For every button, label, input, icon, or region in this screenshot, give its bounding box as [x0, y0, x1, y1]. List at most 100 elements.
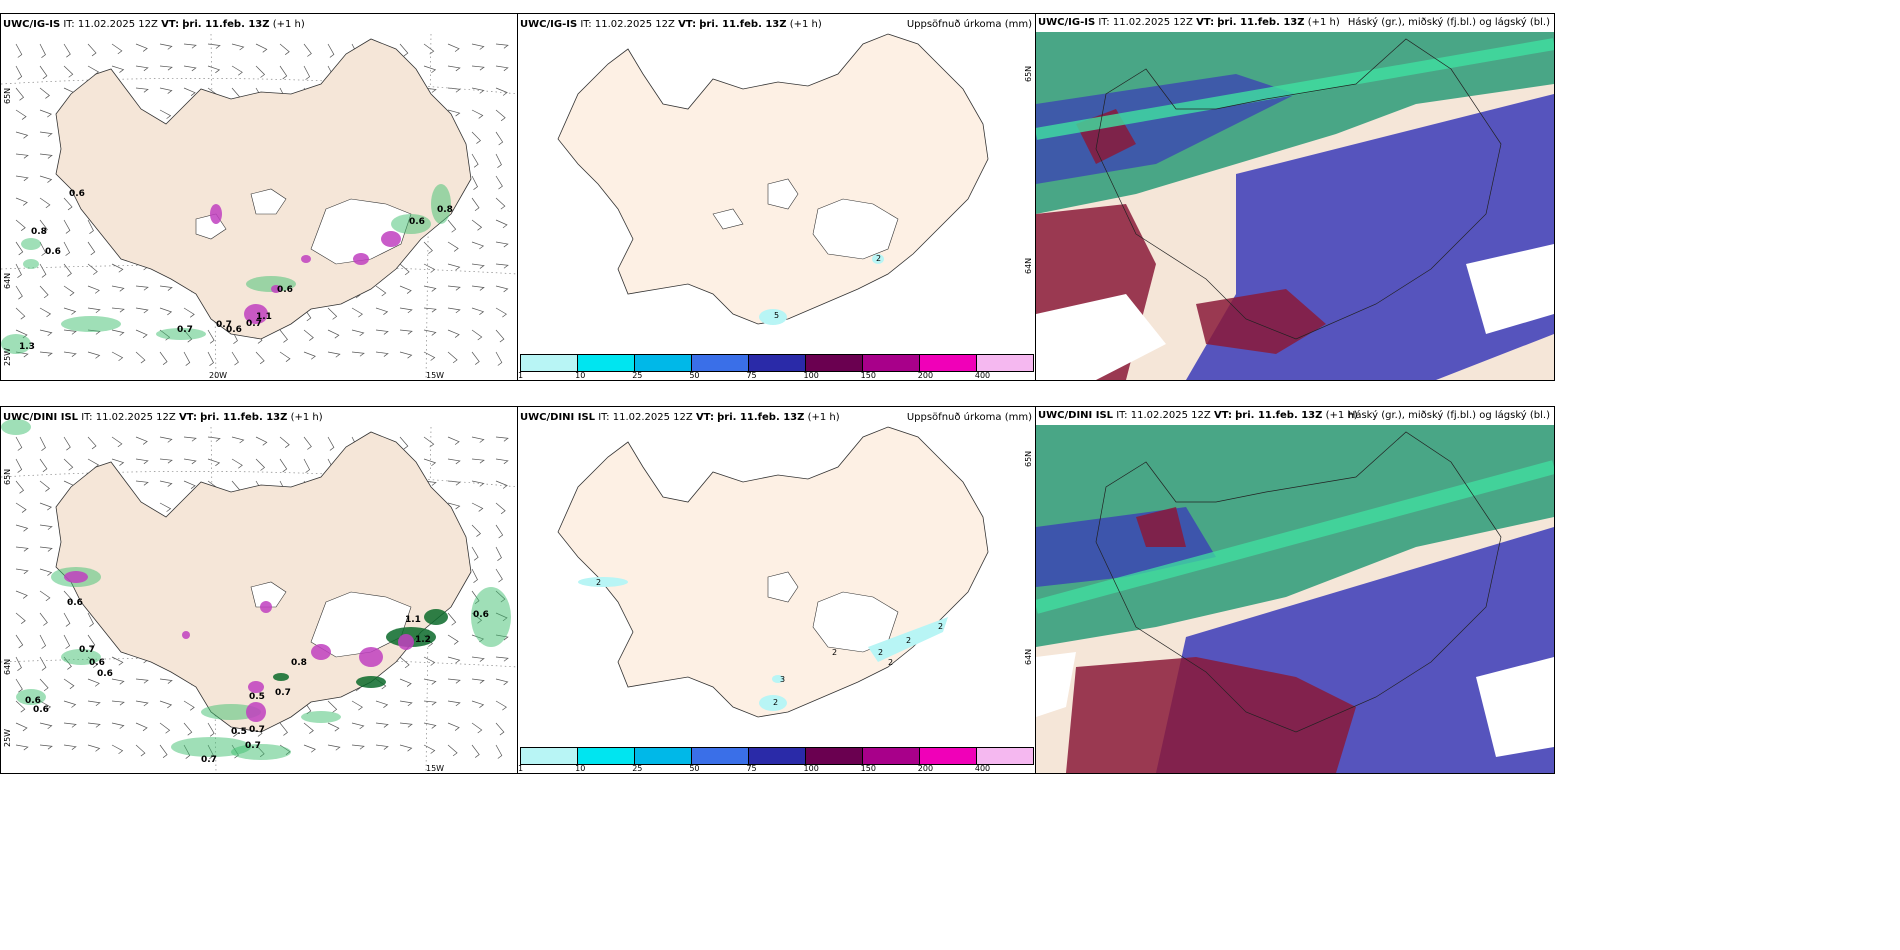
colorbar-swatch [521, 355, 578, 371]
wind-barb [231, 43, 245, 51]
wind-barb [39, 175, 53, 183]
wind-barb [63, 43, 71, 58]
wind-barb [495, 241, 509, 248]
wind-barb [495, 744, 503, 759]
wind-barb [423, 436, 435, 448]
wind-barb [15, 219, 26, 231]
wind-barb [399, 263, 410, 276]
wind-barb [447, 241, 459, 252]
precip-area [431, 184, 451, 224]
wind-barb [39, 329, 53, 337]
wind-barb [87, 722, 101, 728]
wind-barb [303, 65, 311, 80]
precip-value-label: 2 [773, 698, 778, 707]
wind-barb [279, 458, 288, 473]
wind-barb [375, 285, 387, 297]
wind-barb [183, 65, 197, 72]
wind-barb [135, 307, 149, 314]
wind-barb [423, 722, 437, 729]
wind-barb [447, 43, 460, 52]
precip-value-label: 0.6 [409, 217, 425, 227]
wind-barb [303, 722, 314, 734]
panel-header: UWC/DINI ISL IT: 11.02.2025 12Z VT: þri.… [520, 412, 1032, 423]
wind-barb [135, 700, 149, 707]
colorbar-tick-label: 50 [689, 371, 700, 380]
precip-area [260, 601, 272, 613]
colorbar-swatch [806, 748, 863, 764]
wind-precip-map-dini: UWC/DINI ISL IT: 11.02.2025 12Z VT: þri.… [0, 406, 519, 774]
wind-barb [15, 153, 29, 159]
panel-right-title: Háský (gr.), miðský (fj.bl.) og lágský (… [1347, 17, 1550, 28]
wind-barb [39, 109, 52, 118]
wind-barb [159, 480, 173, 487]
wind-barb [111, 436, 123, 448]
wind-barb [279, 436, 290, 448]
wind-barb [471, 307, 485, 315]
wind-barb [111, 65, 125, 73]
wind-barb [399, 329, 413, 335]
wind-barb [63, 65, 74, 78]
precip-value-label: 0.6 [69, 189, 85, 199]
precip-value-label: 5 [774, 311, 779, 320]
wind-barb [39, 87, 50, 99]
wind-barb [495, 65, 509, 72]
precip-area [231, 744, 291, 760]
precip-area [356, 676, 386, 688]
wind-barb [111, 678, 125, 685]
wind-barb [399, 43, 409, 57]
wind-barb [207, 351, 214, 366]
wind-barb [471, 656, 485, 662]
wind-barb [255, 436, 268, 446]
wind-barb [471, 436, 485, 443]
precip-area [424, 609, 448, 625]
wind-barb [327, 307, 338, 320]
wind-barb [351, 700, 363, 711]
wind-barb [471, 131, 481, 144]
wind-barb [15, 197, 28, 206]
wind-barb [111, 722, 125, 729]
wind-barb [399, 744, 413, 752]
wind-barb [303, 744, 316, 753]
wind-barb [255, 351, 265, 365]
wind-barb [15, 241, 24, 256]
wind-barb [423, 458, 437, 467]
wind-barb [399, 700, 413, 707]
precip-value-label: 0.8 [437, 205, 453, 215]
wind-barb [327, 744, 341, 751]
precip-value-label: 2 [906, 636, 911, 645]
wind-barb [495, 546, 502, 561]
precip-value-label: 0.7 [201, 755, 217, 765]
precip-area [201, 704, 261, 720]
colorbar-tick-label: 10 [575, 371, 586, 380]
wind-barb [303, 329, 314, 341]
wind-barb [135, 458, 149, 465]
wind-barb [495, 700, 507, 711]
colorbar-tick-label: 50 [689, 764, 700, 773]
colorbar-tick-label: 400 [974, 371, 991, 380]
wind-barb [471, 175, 478, 190]
wind-barb [423, 65, 437, 74]
panel-header: UWC/IG-IS IT: 11.02.2025 12Z VT: þri. 11… [520, 19, 1032, 30]
wind-barb [39, 590, 51, 602]
wind-barb [39, 722, 53, 730]
wind-barb [423, 307, 437, 313]
wind-barb [375, 307, 389, 315]
wind-barb [159, 678, 173, 684]
wind-barb [255, 43, 268, 53]
wind-barb [15, 175, 29, 182]
colorbar-tick-label: 150 [860, 764, 876, 773]
wind-barb [39, 458, 48, 473]
wind-barb [423, 351, 436, 361]
wind-barb [351, 744, 365, 750]
wind-barb [15, 285, 23, 300]
accum-precip-map-igis: UWC/IG-IS IT: 11.02.2025 12Z VT: þri. 11… [517, 13, 1037, 381]
wind-barb [279, 329, 288, 343]
wind-barb [39, 612, 48, 626]
precip-area [271, 285, 281, 293]
wind-precip-map-igis: UWC/IG-IS IT: 11.02.2025 12Z VT: þri. 11… [0, 13, 519, 381]
wind-barb [135, 744, 146, 757]
wind-barb [135, 436, 148, 445]
wind-barb [111, 263, 124, 273]
colorbar-swatches [520, 747, 1034, 765]
wind-barb [471, 109, 484, 119]
